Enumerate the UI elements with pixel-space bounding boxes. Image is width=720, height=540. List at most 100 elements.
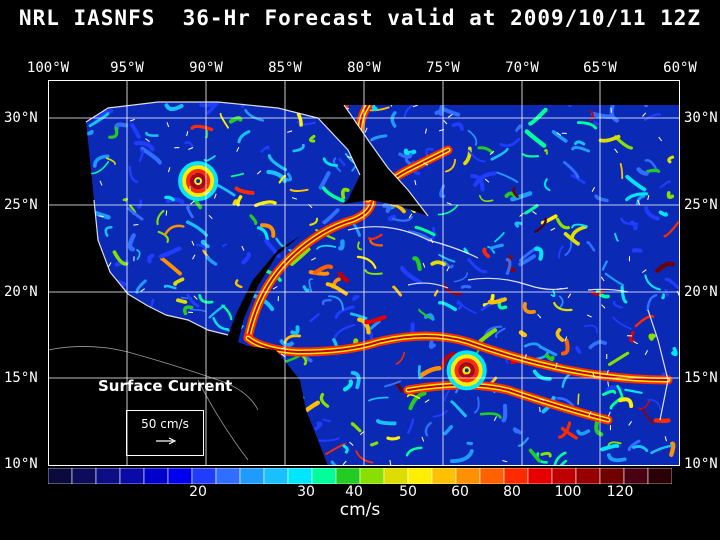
current-streak [333,323,356,339]
current-streak [343,379,354,392]
eddy-ring [462,366,471,375]
current-vector [107,262,112,268]
lon-label-90w: 90°W [189,60,223,76]
colorbar-swatch [599,468,625,484]
colorbar-tick-80: 80 [503,484,521,500]
current-vector [550,227,556,231]
current-streak [236,195,243,207]
current-vector [389,460,392,466]
current-streak [524,204,539,215]
current-streak [663,221,680,238]
current-streak [136,249,141,260]
current-streak [553,301,573,312]
current-streak [414,225,436,237]
current-streak [602,389,617,397]
current-streak [463,247,469,254]
current-streak [386,436,401,441]
lon-label-60w: 60°W [663,60,697,76]
colorbar-swatch [263,468,289,484]
current-streak [391,215,414,222]
current-streak [551,130,568,143]
current-streak [400,265,422,285]
current-streak [457,299,477,314]
current-streak [199,102,219,108]
current-streak [589,110,594,122]
current-streak [234,186,255,195]
current-streak [504,191,517,198]
current-vector [502,460,508,463]
current-streak [302,285,310,292]
current-streak [553,451,567,466]
current-vector [129,118,135,122]
current-streak [308,278,313,293]
current-streak [146,253,155,264]
current-streak [564,240,573,256]
current-streak [534,217,547,233]
current-vector [614,148,618,154]
current-vector [412,104,418,108]
current-streak [648,333,656,341]
current-streak [505,258,512,275]
current-streak [292,143,305,153]
current-streak [189,308,207,313]
current-streak [104,225,113,237]
lon-label-75w: 75°W [426,60,460,76]
current-streak [428,339,436,349]
eddy-ring [459,362,475,378]
current-streak [430,260,447,267]
current-streak [349,312,368,320]
current-streak [467,129,478,146]
lat-label-30n-right: 30°N [684,110,718,126]
current-vector [524,354,527,360]
current-streak [631,248,643,253]
current-streak [133,140,155,152]
current-vector [567,293,572,299]
current-streak [544,178,551,192]
current-streak [368,396,389,402]
eddy-ring [446,350,487,391]
current-vector [408,213,413,219]
current-streak [618,397,634,409]
current-streak [638,399,651,410]
current-streak [487,297,507,305]
colorbar-tick-60: 60 [451,484,469,500]
current-streak [198,294,214,304]
current-vector [443,120,448,125]
current-streak [237,130,251,144]
current-streak [518,330,527,338]
current-vector [493,416,497,422]
current-streak [112,250,128,266]
colorbar [48,468,672,484]
current-streak [337,271,350,284]
current-streak [203,155,216,162]
colorbar-tick-30: 30 [297,484,315,500]
lat-label-25n-left: 25°N [4,197,38,213]
current-vector [256,170,262,175]
current-streak [390,111,397,128]
current-streak [575,346,582,354]
ocean-current-map [48,80,680,466]
current-streak [490,147,509,161]
current-streak [284,172,293,182]
lon-label-65w: 65°W [583,60,617,76]
current-streak [514,221,523,228]
current-streak [283,334,302,344]
current-vector [564,336,568,342]
colorbar-swatch [407,468,433,484]
current-streak [478,328,498,343]
current-streak [473,171,497,187]
current-streak [479,412,502,419]
current-streak [308,134,316,143]
current-streak [184,141,194,148]
current-streak [260,145,270,153]
current-streak [314,421,323,431]
current-streak [266,169,287,184]
current-streak [186,205,194,219]
eddy-ring [454,358,479,383]
colorbar-swatch [479,468,505,484]
current-vector [446,202,452,205]
current-streak [512,427,522,435]
current-streak [190,124,214,132]
current-streak [451,122,464,131]
current-streak [482,247,491,259]
